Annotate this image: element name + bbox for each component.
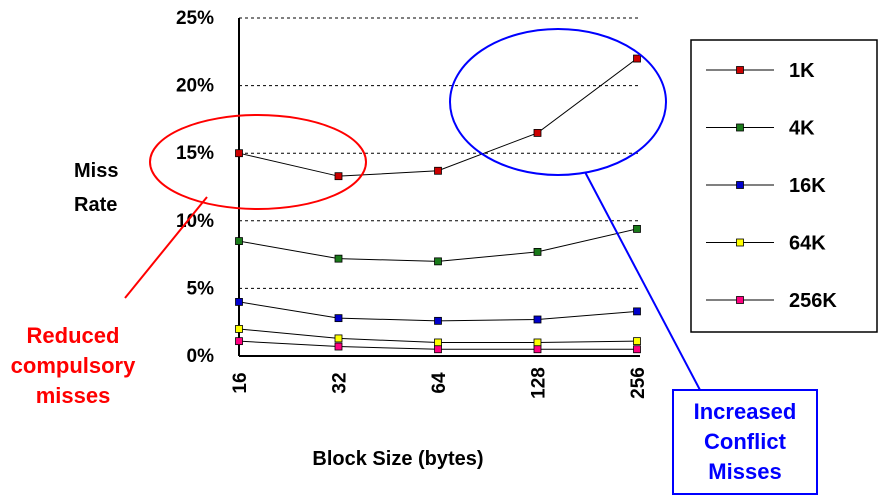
conflict-highlight-ellipse	[449, 28, 667, 176]
compulsory-annotation-line-3: misses	[36, 383, 111, 408]
conflict-annotation-box	[672, 389, 818, 495]
data-point-marker	[334, 342, 343, 351]
data-point-marker	[633, 345, 641, 354]
compulsory-annotation-line-1: Reduced	[27, 323, 120, 348]
y-axis-title-line-1: Miss	[74, 160, 118, 182]
data-point-marker	[235, 325, 243, 333]
y-tick-label: 25%	[176, 8, 214, 29]
data-point-marker	[235, 237, 243, 245]
data-point-marker	[633, 307, 641, 316]
data-point-marker	[533, 315, 542, 324]
data-point-marker	[533, 345, 542, 354]
data-point-marker	[533, 129, 542, 137]
data-point-marker	[235, 337, 243, 346]
data-point-marker	[633, 54, 641, 63]
data-point-marker	[434, 316, 442, 325]
data-point-marker	[334, 254, 343, 263]
series-layer	[235, 54, 641, 354]
compulsory-annotation-line-2: compulsory	[11, 353, 136, 378]
legend-swatch-marker	[736, 123, 744, 132]
data-point-marker	[633, 337, 641, 346]
y-axis-title-line-2: Rate	[74, 194, 117, 216]
y-tick-label: 0%	[187, 346, 215, 367]
gridlines	[239, 17, 638, 289]
x-axis-title: Block Size (bytes)	[312, 448, 483, 470]
conflict-pointer-line	[584, 171, 701, 391]
conflict-annotation-line-1: Increased	[694, 399, 797, 424]
series-line	[238, 228, 638, 262]
data-point-marker	[434, 166, 442, 175]
legend-label: 4K	[789, 118, 815, 140]
legend-label: 64K	[789, 233, 826, 255]
x-tick-label: 16	[230, 372, 251, 393]
data-point-marker	[235, 149, 243, 158]
data-point-marker	[434, 338, 442, 347]
legend-swatch-marker	[736, 238, 744, 247]
legend-swatch-marker	[736, 181, 744, 189]
legend: 1K 4K 16K 64K 256K	[706, 60, 837, 312]
y-tick-label: 5%	[187, 278, 215, 299]
conflict-annotation-line-3: Misses	[708, 459, 781, 484]
data-point-marker	[533, 247, 542, 256]
legend-swatch-marker	[736, 66, 744, 74]
compulsory-pointer-line	[124, 196, 208, 299]
x-tick-label: 64	[429, 372, 450, 394]
compulsory-highlight-ellipse	[149, 114, 367, 210]
y-tick-label: 10%	[176, 211, 214, 232]
x-tick-label: 32	[330, 372, 351, 393]
x-tick-labels: 16 32 64 128 256	[230, 367, 649, 399]
legend-box	[690, 39, 878, 333]
data-point-marker	[334, 172, 343, 181]
legend-label: 256K	[789, 290, 837, 312]
data-point-marker	[334, 334, 343, 343]
data-point-marker	[633, 225, 641, 233]
data-point-marker	[434, 257, 442, 266]
data-point-marker	[434, 345, 442, 354]
y-tick-label: 20%	[176, 76, 214, 97]
conflict-annotation-line-2: Conflict	[704, 429, 787, 454]
legend-label: 16K	[789, 175, 826, 197]
data-point-marker	[334, 314, 343, 323]
data-point-marker	[235, 298, 243, 306]
legend-swatch-marker	[736, 296, 744, 304]
y-tick-labels: 0% 5% 10% 15% 20% 25%	[176, 8, 214, 367]
x-tick-label: 256	[628, 367, 649, 399]
x-tick-label: 128	[529, 367, 550, 399]
legend-label: 1K	[789, 60, 815, 82]
y-tick-label: 15%	[176, 143, 214, 164]
data-point-marker	[533, 338, 542, 347]
